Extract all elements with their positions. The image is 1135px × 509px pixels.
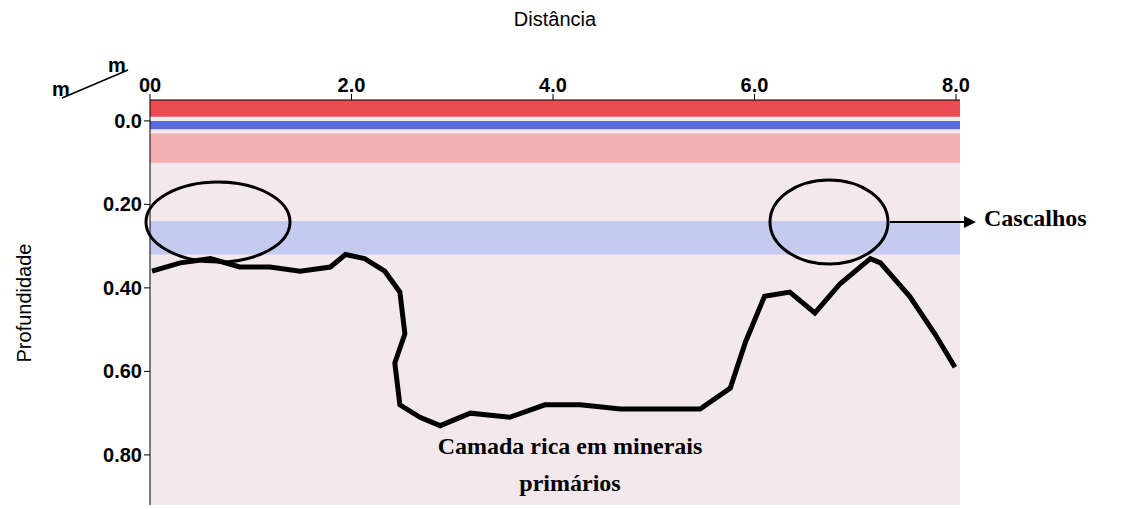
svg-text:6.0: 6.0 bbox=[741, 74, 769, 96]
svg-text:2.0: 2.0 bbox=[338, 74, 366, 96]
svg-text:m: m bbox=[108, 54, 126, 76]
html-text:Cascalhos: Cascalhos bbox=[984, 205, 1087, 231]
svg-text:4.0: 4.0 bbox=[539, 74, 567, 96]
svg-text:0.80: 0.80 bbox=[103, 444, 142, 466]
svg-text:m: m bbox=[52, 78, 70, 100]
html-text:Camada rica em minerais primár: Camada rica em minerais primários bbox=[437, 433, 703, 496]
svg-text:0.60: 0.60 bbox=[103, 360, 142, 382]
svg-text:0.20: 0.20 bbox=[103, 193, 142, 215]
svg-text:8.0: 8.0 bbox=[942, 74, 970, 96]
svg-text:0.0: 0.0 bbox=[114, 110, 142, 132]
svg-text:00: 00 bbox=[139, 74, 161, 96]
html-text:Distância: Distância bbox=[513, 8, 597, 30]
svg-text:0.40: 0.40 bbox=[103, 277, 142, 299]
html-text:Profundidade: Profundidade bbox=[12, 243, 35, 362]
